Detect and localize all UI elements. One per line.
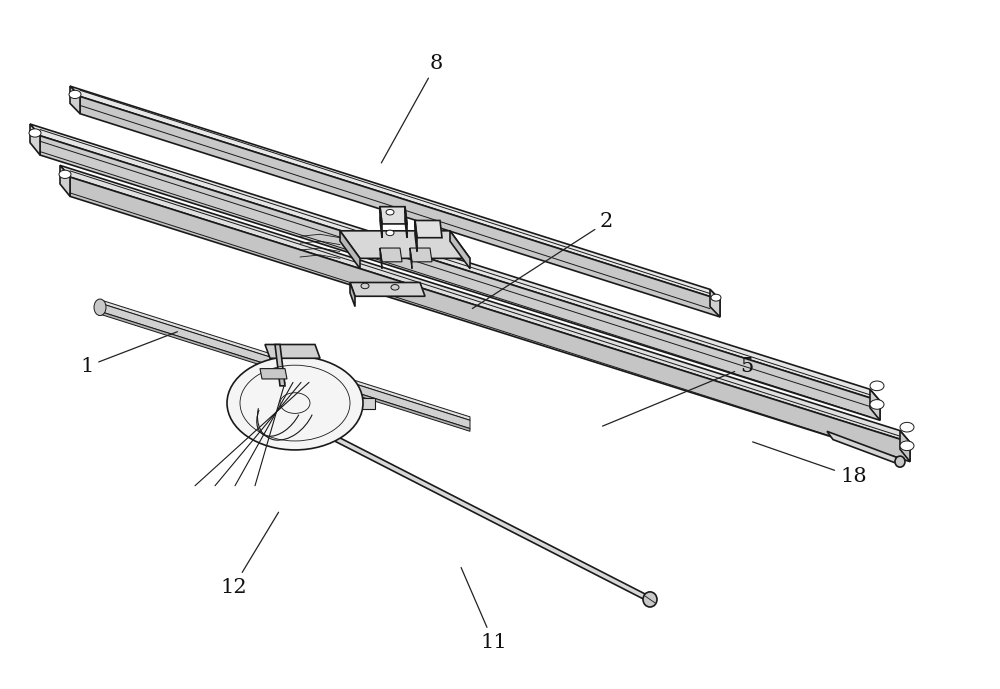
Circle shape: [711, 294, 721, 301]
Circle shape: [900, 441, 914, 451]
Circle shape: [386, 209, 394, 215]
Polygon shape: [340, 231, 360, 269]
Polygon shape: [415, 220, 417, 251]
Polygon shape: [350, 282, 355, 307]
Circle shape: [386, 230, 394, 236]
Polygon shape: [265, 344, 320, 358]
Circle shape: [29, 129, 41, 137]
Polygon shape: [340, 231, 470, 258]
Polygon shape: [275, 344, 285, 386]
Polygon shape: [900, 431, 910, 462]
Ellipse shape: [643, 592, 657, 607]
Ellipse shape: [895, 456, 905, 467]
Polygon shape: [450, 231, 470, 269]
Polygon shape: [245, 398, 375, 409]
Polygon shape: [870, 389, 880, 420]
Polygon shape: [405, 207, 407, 238]
Polygon shape: [70, 86, 80, 114]
Polygon shape: [380, 248, 402, 262]
Polygon shape: [410, 248, 432, 262]
Polygon shape: [260, 369, 287, 379]
Polygon shape: [60, 165, 910, 442]
Circle shape: [59, 170, 71, 178]
Text: 1: 1: [80, 331, 177, 376]
Text: 11: 11: [461, 568, 507, 652]
Polygon shape: [710, 289, 720, 317]
Circle shape: [391, 285, 399, 290]
Text: 8: 8: [381, 54, 443, 163]
Polygon shape: [80, 96, 720, 317]
Polygon shape: [30, 124, 40, 155]
Text: 12: 12: [220, 512, 279, 597]
Polygon shape: [70, 177, 910, 462]
Polygon shape: [827, 431, 903, 466]
Polygon shape: [60, 165, 70, 196]
Polygon shape: [70, 86, 720, 300]
Circle shape: [361, 283, 369, 289]
Polygon shape: [40, 136, 880, 420]
Text: 2: 2: [472, 212, 613, 309]
Text: 18: 18: [753, 442, 867, 486]
Polygon shape: [410, 248, 412, 269]
Polygon shape: [380, 207, 407, 224]
Ellipse shape: [94, 299, 106, 316]
Polygon shape: [315, 425, 655, 605]
Circle shape: [870, 381, 884, 391]
Polygon shape: [350, 282, 425, 296]
Text: 5: 5: [603, 357, 753, 426]
Polygon shape: [30, 124, 880, 401]
Polygon shape: [100, 300, 470, 420]
Polygon shape: [380, 207, 382, 238]
Circle shape: [227, 356, 363, 450]
Polygon shape: [415, 220, 442, 238]
Polygon shape: [100, 311, 470, 431]
Polygon shape: [380, 248, 382, 269]
Circle shape: [900, 422, 914, 432]
Circle shape: [69, 90, 81, 99]
Circle shape: [870, 400, 884, 409]
Polygon shape: [100, 303, 470, 429]
